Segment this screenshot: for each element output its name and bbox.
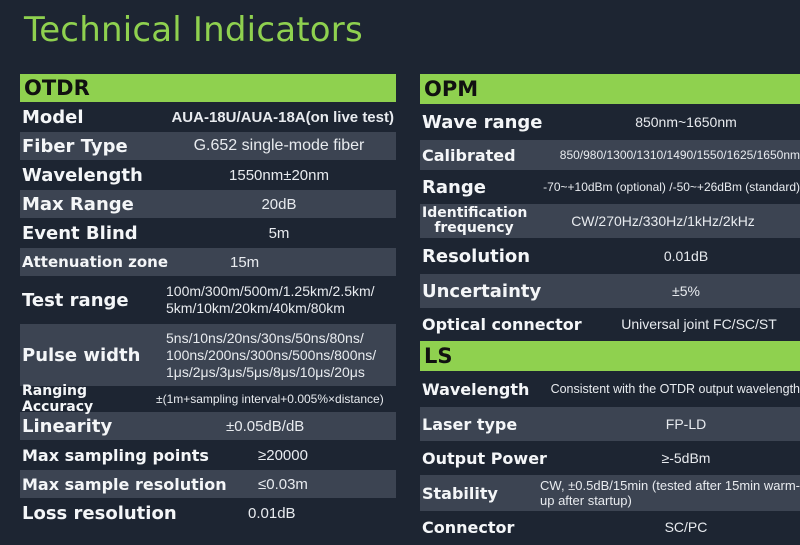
spec-label: Laser type xyxy=(422,414,518,434)
otdr-section: OTDR Model AUA-18U/AUA-18A(on live test)… xyxy=(20,74,396,527)
spec-value: Universal joint FC/SC/ST xyxy=(621,316,777,332)
spec-row-range: Range -70~+10dBm (optional) /-50~+26dBm … xyxy=(420,171,800,203)
spec-label: Max sample resolution xyxy=(22,474,227,494)
opm-section: OPM Wave range 850nm~1650nm Calibrated 8… xyxy=(420,74,800,542)
spec-row-event-blind: Event Blind 5m xyxy=(20,219,396,247)
spec-value: 0.01dB xyxy=(248,504,296,522)
spec-row-calibrated: Calibrated 850/980/1300/1310/1490/1550/1… xyxy=(420,140,800,170)
spec-label: Fiber Type xyxy=(22,135,128,157)
spec-row-laser-type: Laser type FP-LD xyxy=(420,407,800,441)
spec-label: Resolution xyxy=(422,245,531,267)
spec-label: Output Power xyxy=(422,448,547,468)
spec-value: CW/270Hz/330Hz/1kHz/2kHz xyxy=(571,213,755,229)
ls-section: LS Wavelength Consistent with the OTDR o… xyxy=(420,341,800,542)
spec-label: Calibrated xyxy=(422,145,516,165)
spec-row-wavelength: Wavelength 1550nm±20nm xyxy=(20,161,396,189)
spec-label: Wavelength xyxy=(22,164,143,186)
spec-row-model: Model AUA-18U/AUA-18A(on live test) xyxy=(20,103,396,131)
spec-row-connector: Connector SC/PC xyxy=(420,512,800,542)
spec-row-optical-connector: Optical connector Universal joint FC/SC/… xyxy=(420,309,800,339)
ls-header: LS xyxy=(420,341,800,371)
spec-row-loss-resolution: Loss resolution 0.01dB xyxy=(20,499,396,527)
spec-value: 5ns/10ns/20ns/30ns/50ns/80ns/ 100ns/200n… xyxy=(166,329,377,380)
spec-value: ±0.05dB/dB xyxy=(226,417,305,435)
spec-label: Uncertainty xyxy=(422,280,542,302)
spec-row-ls-wavelength: Wavelength Consistent with the OTDR outp… xyxy=(420,372,800,406)
spec-row-output-power: Output Power ≥-5dBm xyxy=(420,442,800,474)
spec-label: Max sampling points xyxy=(22,445,209,465)
spec-value: FP-LD xyxy=(665,416,707,432)
spec-row-linearity: Linearity ±0.05dB/dB xyxy=(20,412,396,440)
spec-value: Consistent with the OTDR output waveleng… xyxy=(550,382,800,396)
spec-row-max-sampling-points: Max sampling points ≥20000 xyxy=(20,441,396,469)
spec-value: ±(1m+sampling interval+0.005%×distance) xyxy=(156,392,384,406)
spec-row-ranging-accuracy: Ranging Accuracy ±(1m+sampling interval+… xyxy=(20,383,396,415)
spec-label: Optical connector xyxy=(422,314,582,334)
spec-label: Range xyxy=(422,176,486,198)
spec-label: Event Blind xyxy=(22,222,138,244)
spec-label: Connector xyxy=(422,517,515,537)
spec-label: Test range xyxy=(22,289,129,311)
spec-value: 850/980/1300/1310/1490/1550/1625/1650nm xyxy=(559,148,800,162)
spec-row-max-range: Max Range 20dB xyxy=(20,190,396,218)
spec-row-resolution: Resolution 0.01dB xyxy=(420,239,800,273)
page-title: Technical Indicators xyxy=(24,10,363,50)
opm-header: OPM xyxy=(420,74,800,104)
spec-label: Linearity xyxy=(22,415,113,437)
spec-label: Attenuation zone xyxy=(22,253,169,271)
spec-label: Identification frequency xyxy=(422,205,528,236)
spec-value: ≥20000 xyxy=(258,446,308,464)
spec-row-test-range: Test range 100m/300m/500m/1.25km/2.5km/ … xyxy=(20,277,396,323)
spec-row-wave-range: Wave range 850nm~1650nm xyxy=(420,105,800,139)
spec-row-attenuation-zone: Attenuation zone 15m xyxy=(20,248,396,276)
spec-value: ≤0.03m xyxy=(258,475,308,493)
spec-value: CW, ±0.5dB/15min (tested after 15min war… xyxy=(540,478,800,508)
otdr-header: OTDR xyxy=(20,74,396,102)
spec-value: AUA-18U/AUA-18A(on live test) xyxy=(171,108,394,126)
spec-row-uncertainty: Uncertainty ±5% xyxy=(420,274,800,308)
spec-label: Model xyxy=(22,106,84,128)
spec-value: ≥-5dBm xyxy=(661,450,711,466)
spec-value: 850nm~1650nm xyxy=(635,114,737,130)
spec-row-identification-frequency: Identification frequency CW/270Hz/330Hz/… xyxy=(420,204,800,238)
spec-value: -70~+10dBm (optional) /-50~+26dBm (stand… xyxy=(543,180,800,194)
spec-value: 100m/300m/500m/1.25km/2.5km/ 5km/10km/20… xyxy=(166,283,375,316)
spec-label: Max Range xyxy=(22,193,134,215)
spec-label: Wave range xyxy=(422,111,543,133)
spec-value: 20dB xyxy=(261,195,297,213)
spec-value: 1550nm±20nm xyxy=(229,166,329,184)
spec-value: 5m xyxy=(268,224,290,242)
spec-row-stability: Stability CW, ±0.5dB/15min (tested after… xyxy=(420,475,800,511)
spec-value: 0.01dB xyxy=(663,248,709,264)
spec-label: Stability xyxy=(422,483,498,503)
spec-label: Wavelength xyxy=(422,379,530,399)
spec-value: ±5% xyxy=(672,283,700,299)
spec-row-pulse-width: Pulse width 5ns/10ns/20ns/30ns/50ns/80ns… xyxy=(20,324,396,386)
spec-label: Ranging Accuracy xyxy=(22,383,94,415)
spec-label: Pulse width xyxy=(22,344,141,366)
spec-value: G.652 single-mode fiber xyxy=(193,137,365,154)
spec-value: SC/PC xyxy=(664,519,708,535)
spec-label: Loss resolution xyxy=(22,502,177,524)
spec-row-fiber-type: Fiber Type G.652 single-mode fiber xyxy=(20,132,396,160)
spec-row-max-sample-resolution: Max sample resolution ≤0.03m xyxy=(20,470,396,498)
spec-value: 15m xyxy=(230,253,260,271)
